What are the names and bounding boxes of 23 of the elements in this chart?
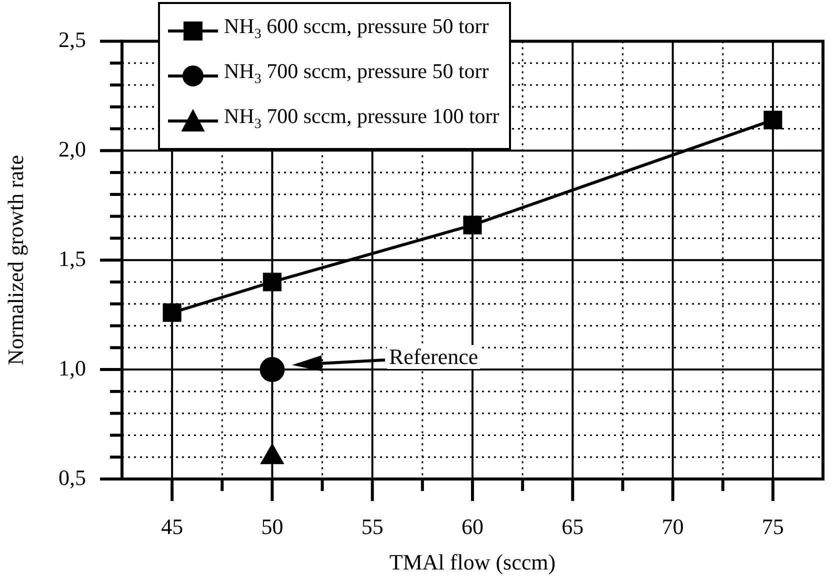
x-axis-title: TMAl flow (sccm) bbox=[389, 550, 556, 575]
annotation: Reference bbox=[389, 344, 478, 369]
point bbox=[162, 303, 182, 322]
legend-label: NH$_{3}$ 700 sccm, pressure 100 torr bbox=[224, 103, 500, 135]
y-tick-label: 1,0 bbox=[58, 355, 86, 380]
y-tick-label: 2,5 bbox=[58, 26, 86, 52]
x-tick-label: 55 bbox=[361, 514, 384, 539]
x-tick-label: 45 bbox=[161, 514, 184, 539]
point bbox=[764, 110, 782, 130]
x-tick-label: 60 bbox=[462, 514, 484, 539]
legend-label: NH$_{3}$ 600 sccm, pressure 50 torr bbox=[224, 13, 489, 44]
x-tick-label: 70 bbox=[662, 514, 684, 539]
point bbox=[463, 216, 482, 234]
y-tick-label: 1,5 bbox=[58, 246, 86, 271]
y-tick-label: 0,5 bbox=[58, 464, 86, 490]
x-tick-label: 50 bbox=[261, 514, 284, 539]
x-tick-label: 75 bbox=[762, 514, 784, 539]
y-tick-label: 2,0 bbox=[58, 136, 86, 162]
point bbox=[260, 357, 285, 382]
point bbox=[262, 272, 282, 292]
x-tick-label: 65 bbox=[562, 514, 584, 539]
legend-label: NH$_{3}$ 700 sccm, pressure 50 torr bbox=[224, 58, 489, 90]
y-axis-title: Normalized growth rate bbox=[2, 155, 28, 366]
